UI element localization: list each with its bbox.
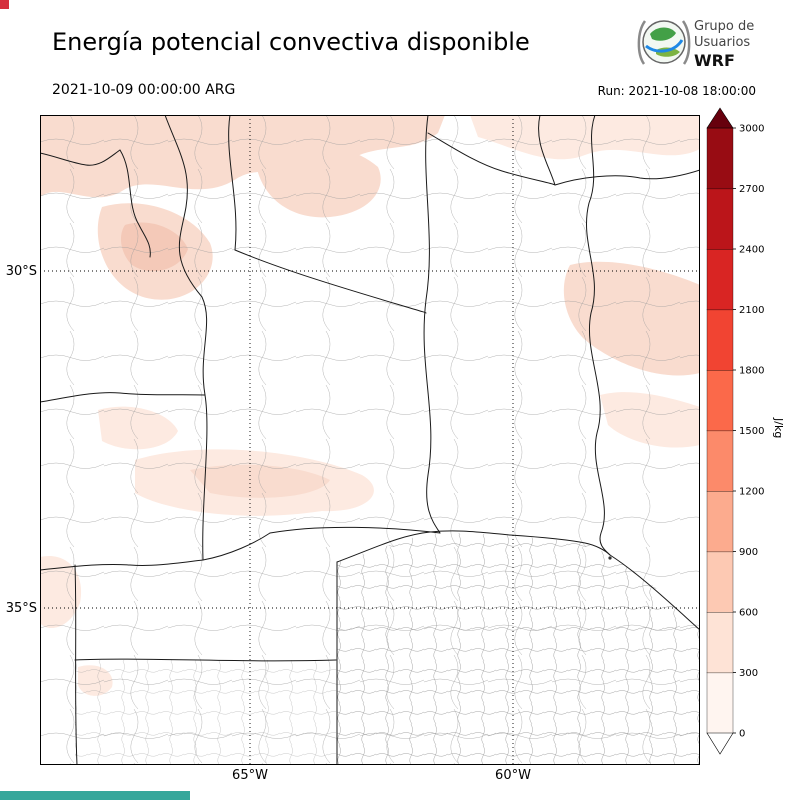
svg-text:2400: 2400: [739, 245, 764, 256]
lat-tick-35s: 35°S: [5, 601, 37, 616]
bottom-left-bar: [0, 791, 190, 800]
southern-dense-boundaries: [75, 660, 336, 765]
buenos-aires-dense-boundaries: [337, 532, 700, 765]
svg-text:3000: 3000: [739, 124, 764, 135]
svg-text:2100: 2100: [739, 305, 764, 316]
province-borders: [40, 115, 700, 765]
globe-icon: [637, 20, 691, 65]
svg-text:900: 900: [739, 547, 758, 558]
run-time-label: Run: 2021-10-08 18:00:00: [597, 84, 756, 98]
valid-time-label: 2021-10-09 00:00:00 ARG: [52, 82, 236, 98]
lat-tick-30s: 30°S: [5, 264, 37, 279]
colorbar-units-label: J/kg: [772, 418, 785, 439]
svg-text:1500: 1500: [739, 426, 764, 437]
page-title: Energía potencial convectiva disponible: [52, 28, 530, 56]
logo-line3: WRF: [694, 51, 735, 70]
svg-text:2700: 2700: [739, 184, 764, 195]
logo-line2: Usuarios: [694, 35, 750, 50]
svg-text:0: 0: [739, 729, 745, 740]
top-left-corner-mark: [0, 0, 9, 9]
lon-tick-60w: 60°W: [495, 768, 531, 783]
map-frame: [40, 115, 700, 765]
logo-line1: Grupo de: [694, 19, 754, 34]
gridlines: [40, 115, 700, 765]
lon-tick-65w: 65°W: [232, 768, 268, 783]
colorbar: 0 300 600 900 1200 1500 1800 2100 2400 2700 3000: [706, 107, 764, 755]
city-marker: [608, 556, 612, 560]
svg-text:1800: 1800: [739, 366, 764, 377]
svg-text:1200: 1200: [739, 487, 764, 498]
wrf-logo: Grupo de Usuarios WRF: [637, 19, 754, 70]
map-canvas: [40, 115, 700, 765]
svg-text:600: 600: [739, 608, 758, 619]
svg-text:300: 300: [739, 668, 758, 679]
